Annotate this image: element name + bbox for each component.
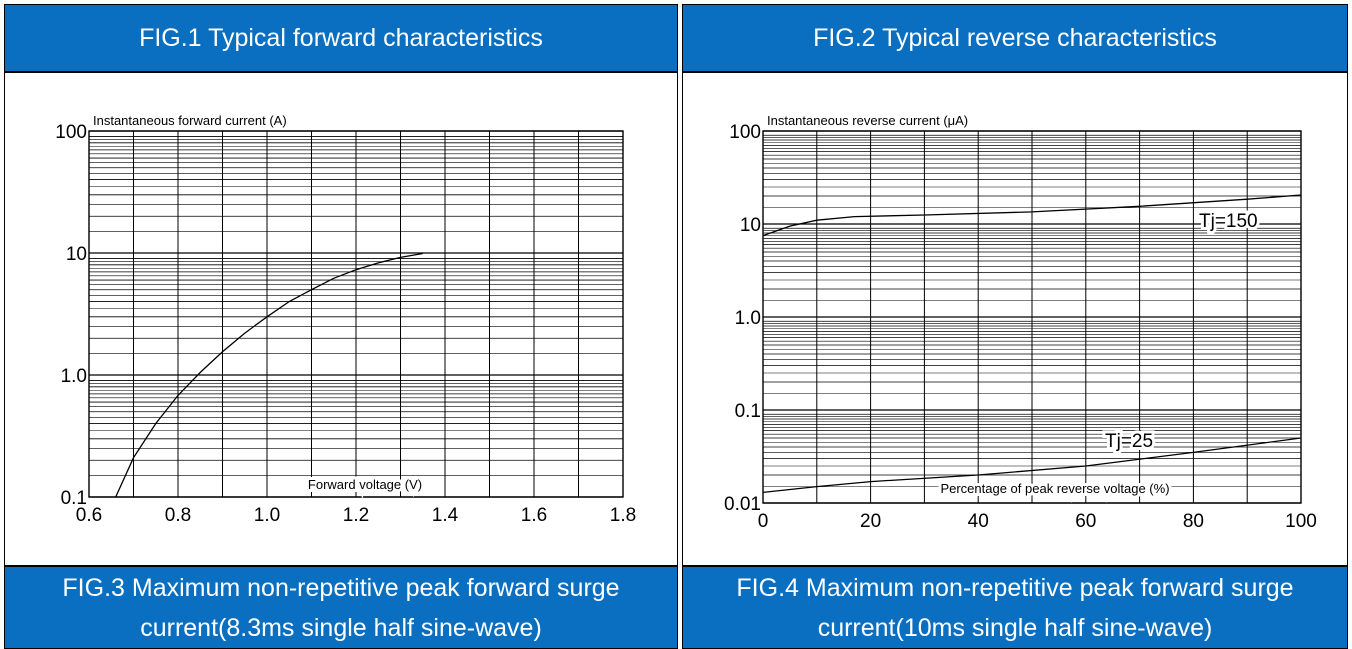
x-tick-label: 60	[1075, 511, 1096, 532]
fig2-title: FIG.2 Typical reverse characteristics	[813, 23, 1217, 52]
y-axis-label: Instantaneous forward current (A)	[93, 113, 287, 128]
y-tick-label: 0.1	[735, 401, 761, 422]
y-tick-label: 0.01	[724, 494, 761, 515]
x-tick-label: 1.2	[343, 505, 369, 526]
series-line-1	[115, 252, 423, 498]
series-line-2	[762, 437, 1302, 494]
x-tick-label: 80	[1183, 511, 1204, 532]
plot-frame	[88, 130, 624, 498]
fig3-title-line1: FIG.3 Maximum non-repetitive peak forwar…	[62, 573, 620, 602]
fig3-title-line2: current(8.3ms single half sine-wave)	[140, 613, 542, 642]
y-tick-label: 10	[66, 244, 87, 265]
fig4-header: FIG.4 Maximum non-repetitive peak forwar…	[682, 566, 1348, 649]
y-tick-label: 100	[729, 122, 761, 143]
x-tick-label: 1.0	[254, 505, 280, 526]
x-tick-label: 1.4	[432, 505, 459, 526]
y-axis-label: Instantaneous reverse current (μA)	[767, 113, 968, 128]
y-tick-label: 1.0	[735, 308, 761, 329]
y-tick-label: 100	[55, 122, 87, 143]
fig1-header: FIG.1 Typical forward characteristics	[4, 4, 678, 72]
annotation-tj25: Tj=25	[1105, 431, 1153, 452]
x-tick-label: 1.6	[521, 505, 547, 526]
x-tick-label: 0.8	[165, 505, 191, 526]
fig2-header: FIG.2 Typical reverse characteristics	[682, 4, 1348, 72]
y-tick-label: 0.1	[61, 488, 87, 509]
fig2-panel: 0 20 40 60 80 100 0.01 0.1 1.0 10 100 Instantaneous…	[682, 72, 1348, 566]
y-tick-label: 10	[740, 215, 761, 236]
plot-frame	[762, 130, 1302, 504]
x-tick-label: 0	[758, 511, 769, 532]
fig1-title: FIG.1 Typical forward characteristics	[139, 23, 543, 52]
fig2-chart: 0 20 40 60 80 100 0.01 0.1 1.0 10 100 Instantaneous…	[724, 113, 1317, 532]
x-axis-label: Forward voltage (V)	[308, 477, 422, 492]
x-axis-label: Percentage of peak reverse voltage (%)	[940, 481, 1169, 496]
x-tick-label: 0.6	[76, 505, 102, 526]
annotation-tj150: Tj=150	[1199, 211, 1258, 232]
x-tick-label: 100	[1285, 511, 1317, 532]
fig1-chart: 0.6 0.8 1.0 1.2 1.4 1.6 1.8 0.1 1.0 10 100 Instanta…	[55, 113, 636, 526]
fig3-header: FIG.3 Maximum non-repetitive peak forwar…	[4, 566, 678, 649]
fig4-title-line1: FIG.4 Maximum non-repetitive peak forwar…	[736, 573, 1294, 602]
x-tick-label: 40	[968, 511, 989, 532]
fig1-panel: 0.6 0.8 1.0 1.2 1.4 1.6 1.8 0.1 1.0 10 100 Instanta…	[4, 72, 678, 566]
x-tick-label: 20	[860, 511, 881, 532]
x-tick-label: 1.8	[610, 505, 636, 526]
series-line-1	[762, 194, 1302, 237]
fig4-title-line2: current(10ms single half sine-wave)	[817, 613, 1213, 642]
y-tick-label: 1.0	[61, 366, 87, 387]
